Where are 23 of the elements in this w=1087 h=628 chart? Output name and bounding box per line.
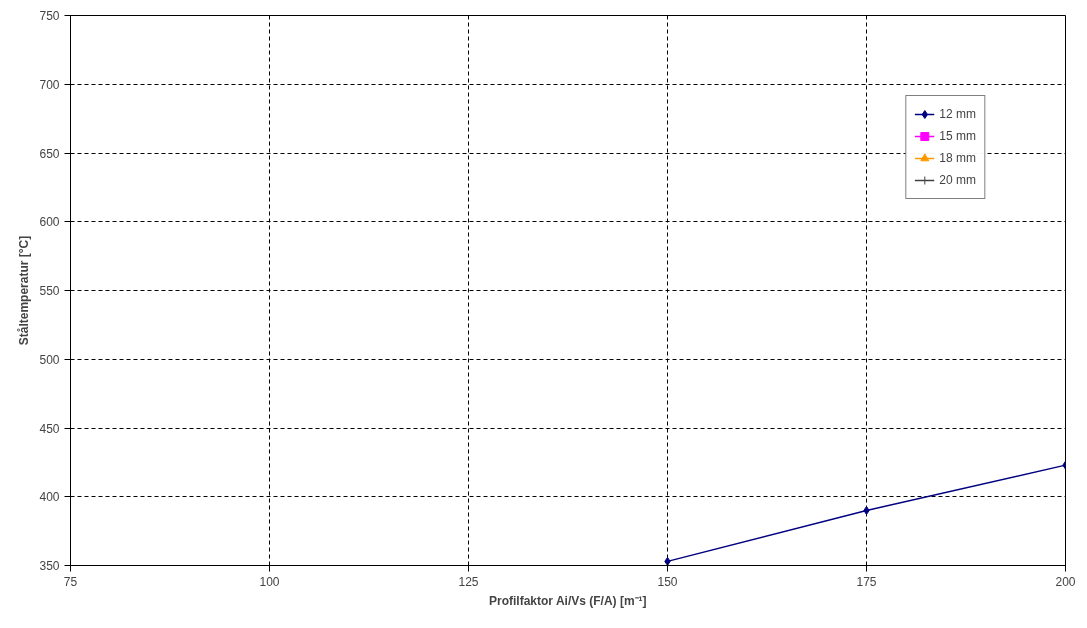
point	[664, 556, 671, 566]
x-tick-label: 100	[259, 574, 280, 589]
y-tick-label: 750	[39, 9, 60, 23]
x-tick-label: 200	[1055, 574, 1076, 589]
x-axis-title: Profilfaktor Ai/Vs (F/A) [m⁻¹]	[489, 593, 647, 608]
point	[863, 506, 870, 515]
y-tick-label: 350	[39, 559, 60, 573]
x-tick-label: 150	[657, 574, 678, 589]
legend-label: 20 mm	[939, 173, 976, 187]
y-tick-label: 500	[39, 352, 60, 367]
y-tick-label: 700	[39, 77, 60, 92]
legend-label: 18 mm	[939, 151, 976, 165]
y-tick-label: 550	[39, 284, 60, 298]
x-tick-label: 125	[458, 574, 479, 589]
legend-label: 15 mm	[939, 129, 976, 143]
y-axis-title: Ståltemperatur [°C]	[17, 235, 32, 346]
y-tick-label: 400	[39, 490, 60, 505]
x-tick-label: 175	[856, 574, 877, 589]
y-tick-label: 450	[39, 421, 60, 436]
y-tick-label: 600	[39, 215, 60, 230]
x-tick-label: 75	[63, 574, 78, 589]
legend-label: 12 mm	[939, 107, 976, 121]
y-tick-label: 650	[39, 146, 60, 161]
